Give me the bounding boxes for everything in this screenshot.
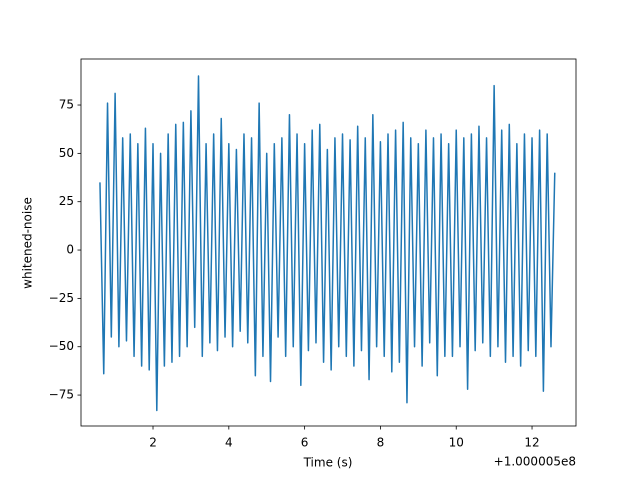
y-tick-label: 25 [59, 194, 74, 208]
x-tick-label: 6 [301, 436, 309, 450]
x-tick-label: 10 [449, 436, 464, 450]
x-tick-label: 2 [149, 436, 157, 450]
line [99, 75, 556, 412]
y-tick-label: −75 [49, 388, 74, 402]
y-tick-label: −50 [49, 339, 74, 353]
x-axis-label: Time (s) [303, 456, 353, 470]
y-axis-label: whitened-noise [21, 197, 35, 289]
y-tick-label: 0 [66, 243, 74, 257]
plot-frame [80, 58, 577, 427]
x-tick-label: 12 [524, 436, 539, 450]
y-tick-label: 75 [59, 98, 74, 112]
y-tick-label: 50 [59, 146, 74, 160]
x-offset-label: +1.000005e8 [494, 455, 576, 469]
x-tick-label: 4 [225, 436, 233, 450]
x-tick-label: 8 [377, 436, 385, 450]
y-tick-label: −25 [49, 291, 74, 305]
